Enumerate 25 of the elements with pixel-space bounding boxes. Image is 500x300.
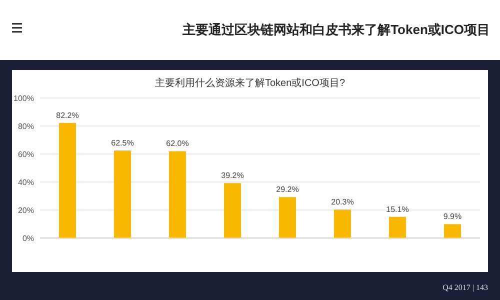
y-tick-label: 20% xyxy=(18,206,34,215)
y-tick-label: 80% xyxy=(18,122,34,131)
bar xyxy=(59,122,76,238)
data-label: 62.0% xyxy=(166,139,189,148)
data-label: 39.2% xyxy=(221,171,244,180)
bar xyxy=(169,151,186,238)
data-label: 82.2% xyxy=(56,110,79,120)
data-label: 15.1% xyxy=(386,204,409,214)
chart-subtitle: 主要利用什么资源来了解Token或ICO项目? xyxy=(154,77,346,89)
y-tick-label: 60% xyxy=(18,150,34,159)
bar xyxy=(114,150,131,238)
y-tick-label: 0% xyxy=(22,234,34,243)
y-tick-label: 100% xyxy=(14,94,34,103)
bar xyxy=(444,224,461,238)
bar xyxy=(389,216,406,238)
text: Q4 2017 | 143 xyxy=(442,283,488,292)
bar xyxy=(279,197,296,238)
chart-title: 主要通过区块链网站和白皮书来了解Token或ICO项目 xyxy=(182,22,490,37)
y-tick-label: 40% xyxy=(18,178,34,187)
bar xyxy=(334,210,351,238)
bar xyxy=(224,183,241,238)
data-label: 62.5% xyxy=(111,138,134,148)
data-label: 9.9% xyxy=(443,212,462,222)
data-label: 29.2% xyxy=(276,185,299,194)
data-label: 20.3% xyxy=(331,198,354,207)
